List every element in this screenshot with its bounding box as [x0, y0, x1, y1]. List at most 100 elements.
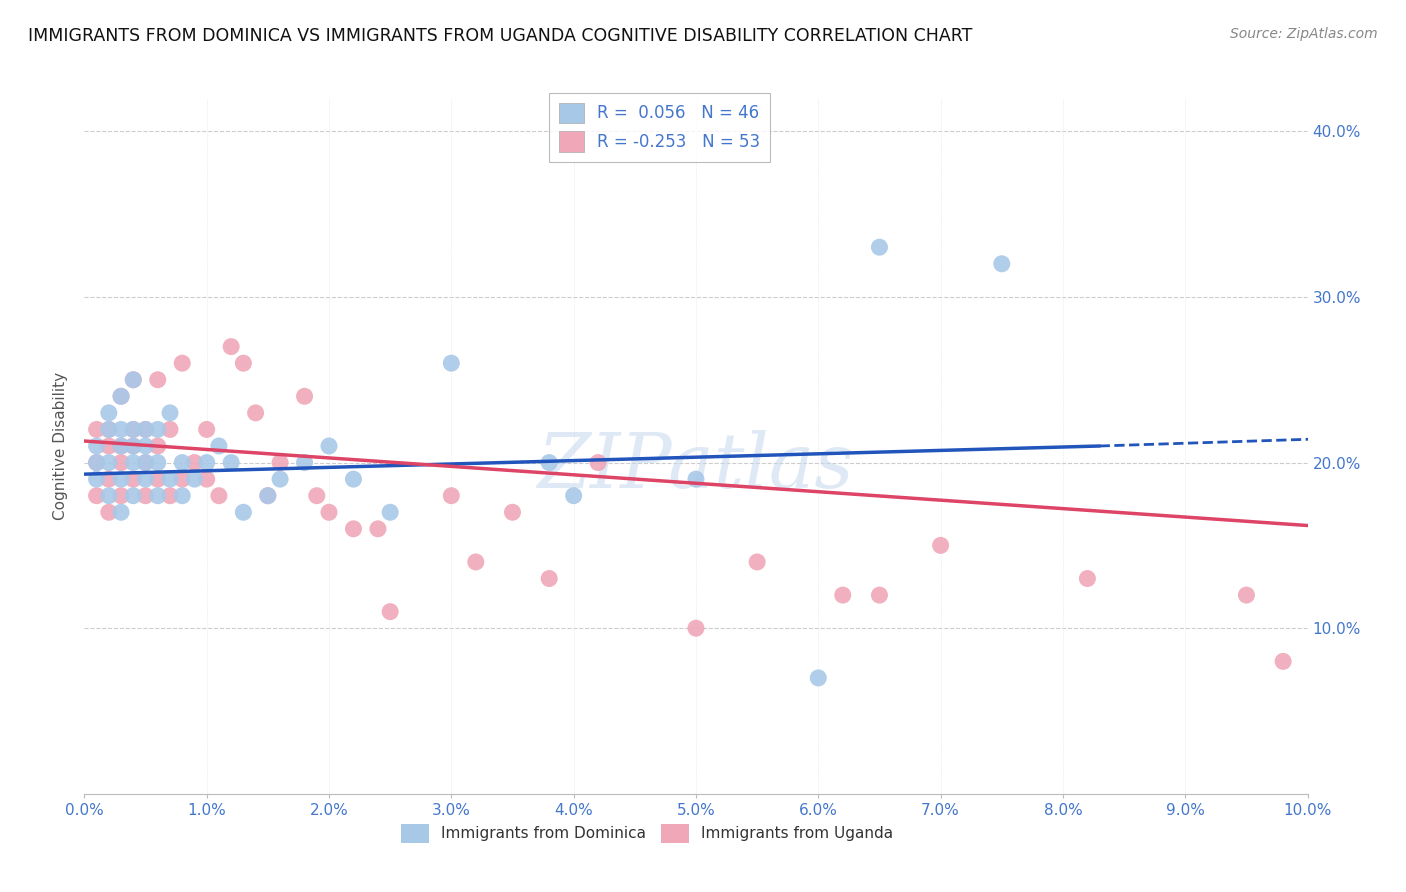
Point [97, 489, 120, 503]
Legend: Immigrants from Dominica, Immigrants from Uganda: Immigrants from Dominica, Immigrants fro… [395, 818, 898, 849]
Point [122, 472, 145, 486]
Point [1272, 654, 1295, 668]
Point [110, 489, 132, 503]
Point [110, 439, 132, 453]
Point [86, 456, 108, 470]
Text: IMMIGRANTS FROM DOMINICA VS IMMIGRANTS FROM UGANDA COGNITIVE DISABILITY CORRELAT: IMMIGRANTS FROM DOMINICA VS IMMIGRANTS F… [28, 27, 973, 45]
Point [146, 456, 169, 470]
Point [245, 406, 267, 420]
Point [122, 439, 145, 453]
Point [464, 555, 486, 569]
Point [831, 588, 853, 602]
Point [110, 389, 132, 403]
Point [269, 456, 291, 470]
Point [86, 489, 108, 503]
Point [110, 505, 132, 519]
Point [97, 422, 120, 436]
Text: ZIPatlas: ZIPatlas [537, 430, 855, 504]
Point [135, 439, 157, 453]
Point [135, 456, 157, 470]
Point [97, 422, 120, 436]
Point [195, 422, 218, 436]
Point [135, 472, 157, 486]
Point [380, 505, 402, 519]
Point [538, 456, 561, 470]
Point [86, 422, 108, 436]
Point [86, 456, 108, 470]
Point [342, 522, 364, 536]
Point [562, 489, 585, 503]
Point [97, 456, 120, 470]
Point [97, 472, 120, 486]
Point [257, 489, 280, 503]
Point [159, 489, 181, 503]
Point [86, 472, 108, 486]
Point [869, 588, 891, 602]
Point [122, 422, 145, 436]
Point [305, 489, 328, 503]
Point [146, 422, 169, 436]
Point [172, 489, 194, 503]
Point [440, 489, 463, 503]
Point [342, 472, 364, 486]
Point [122, 456, 145, 470]
Point [232, 505, 254, 519]
Point [991, 257, 1014, 271]
Text: Source: ZipAtlas.com: Source: ZipAtlas.com [1230, 27, 1378, 41]
Point [195, 472, 218, 486]
Point [183, 472, 205, 486]
Point [440, 356, 463, 370]
Point [208, 439, 231, 453]
Point [1236, 588, 1258, 602]
Point [122, 373, 145, 387]
Point [146, 489, 169, 503]
Point [97, 439, 120, 453]
Point [122, 439, 145, 453]
Point [146, 472, 169, 486]
Point [110, 422, 132, 436]
Point [219, 456, 242, 470]
Point [97, 505, 120, 519]
Point [685, 472, 707, 486]
Point [219, 340, 242, 354]
Point [110, 456, 132, 470]
Point [135, 489, 157, 503]
Point [110, 389, 132, 403]
Point [208, 489, 231, 503]
Point [159, 406, 181, 420]
Point [110, 439, 132, 453]
Point [135, 422, 157, 436]
Point [172, 456, 194, 470]
Point [86, 439, 108, 453]
Point [172, 472, 194, 486]
Point [172, 356, 194, 370]
Point [195, 456, 218, 470]
Point [294, 456, 316, 470]
Point [146, 373, 169, 387]
Point [159, 422, 181, 436]
Point [929, 538, 952, 552]
Point [110, 472, 132, 486]
Point [367, 522, 389, 536]
Point [747, 555, 769, 569]
Point [146, 439, 169, 453]
Point [183, 456, 205, 470]
Point [294, 389, 316, 403]
Point [135, 422, 157, 436]
Point [318, 439, 340, 453]
Point [538, 572, 561, 586]
Point [159, 472, 181, 486]
Point [122, 422, 145, 436]
Point [807, 671, 830, 685]
Point [318, 505, 340, 519]
Point [135, 456, 157, 470]
Y-axis label: Cognitive Disability: Cognitive Disability [53, 372, 69, 520]
Point [869, 240, 891, 254]
Point [586, 456, 609, 470]
Point [232, 356, 254, 370]
Point [122, 489, 145, 503]
Point [122, 373, 145, 387]
Point [97, 406, 120, 420]
Point [685, 621, 707, 635]
Point [502, 505, 524, 519]
